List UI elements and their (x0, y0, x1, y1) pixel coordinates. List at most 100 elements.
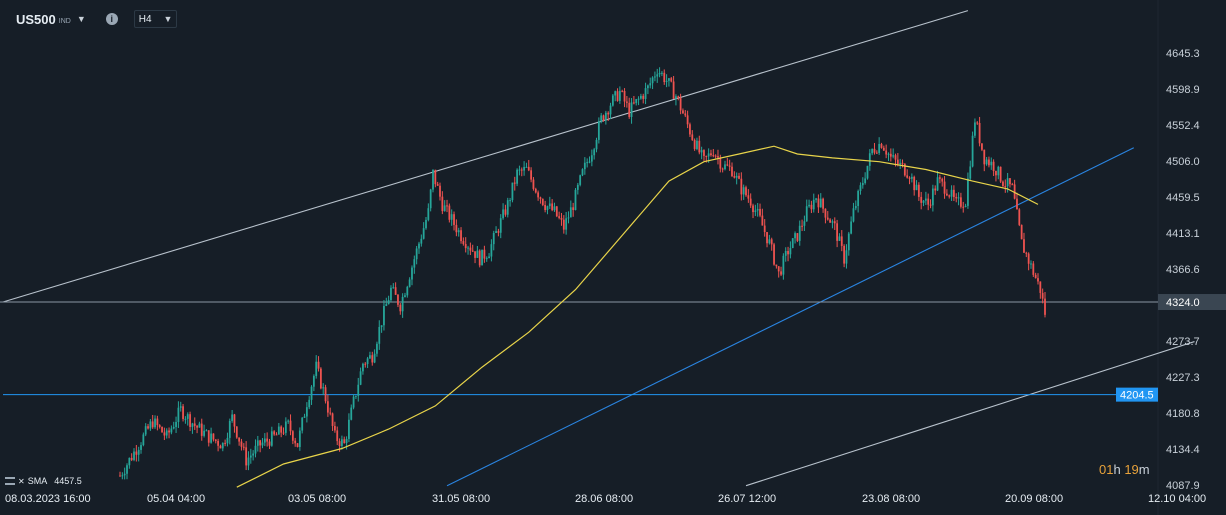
candle-body (929, 204, 932, 206)
candle-body (920, 196, 923, 203)
candle-body (326, 401, 329, 413)
sma-legend[interactable]: ✕ SMA 4457.5 (5, 476, 82, 486)
candle-body (829, 219, 832, 223)
candle-body (639, 95, 642, 99)
candle-body (604, 112, 607, 121)
candle-body (359, 371, 362, 385)
candle-body (938, 177, 941, 179)
candle-body (492, 232, 495, 245)
candle-body (990, 161, 993, 166)
candle-body (910, 176, 913, 179)
candle-body (432, 169, 434, 190)
candle-body (789, 248, 792, 255)
candle-body (887, 153, 890, 155)
candle-body (894, 155, 897, 160)
candle-body (261, 442, 264, 446)
candle-body (826, 217, 829, 220)
candle-body (623, 90, 626, 102)
candle-body (847, 233, 850, 251)
candle-body (467, 247, 469, 249)
candle-body (317, 361, 320, 369)
candle-body (280, 426, 283, 433)
candle-body (219, 445, 222, 449)
candle-body (941, 178, 944, 182)
candle-body (413, 259, 416, 268)
candle-body (177, 407, 180, 422)
candle-body (338, 441, 341, 446)
candle-body (931, 188, 934, 206)
candle-body (812, 199, 815, 210)
candle-body (441, 196, 444, 212)
countdown-hours: 01 (1099, 462, 1114, 477)
x-tick-label: 03.05 08:00 (288, 493, 346, 505)
candle-body (142, 434, 145, 446)
candle-body (981, 143, 983, 150)
candle-body (679, 98, 682, 111)
candle-body (233, 414, 236, 427)
candle-body (635, 99, 638, 104)
candle-body (228, 420, 231, 438)
candle-body (481, 249, 483, 266)
info-icon[interactable]: i (105, 13, 118, 25)
candle-body (602, 115, 605, 121)
candle-body (499, 218, 502, 233)
candle-body (810, 204, 813, 210)
candle-body (436, 184, 439, 186)
candle-body (474, 251, 476, 258)
candle-body (579, 175, 582, 185)
candle-body (443, 205, 446, 212)
candle-body (936, 177, 939, 191)
candle-body (1032, 263, 1035, 275)
candle-body (366, 358, 369, 364)
x-tick-label: 26.07 12:00 (718, 493, 776, 505)
candle-body (345, 438, 348, 444)
candle-body (672, 81, 675, 99)
candle-body (1013, 184, 1016, 199)
candle-body (726, 164, 729, 166)
candle-body (137, 449, 140, 455)
candle-body (266, 438, 269, 442)
candle-body (196, 425, 198, 428)
x-tick-label: 31.05 08:00 (432, 493, 490, 505)
candle-body (1037, 278, 1039, 282)
candle-body (995, 171, 997, 176)
candle-body (866, 165, 869, 179)
current-price-badge (1158, 294, 1226, 311)
candle-body (978, 122, 981, 144)
candle-body (544, 204, 547, 211)
candle-body (859, 185, 862, 191)
candle-body (520, 169, 523, 171)
candle-body (915, 184, 918, 191)
candle-body (509, 200, 511, 202)
candle-body (609, 105, 612, 115)
timeframe-select[interactable]: H4 ▼ (133, 10, 178, 28)
trendline-upper-channel (2, 10, 969, 303)
candle-body (625, 101, 628, 103)
candle-body (446, 205, 448, 207)
candle-body (654, 76, 656, 78)
candle-body (249, 455, 252, 458)
indicator-icon (5, 477, 15, 485)
candle-body (565, 218, 568, 230)
candle-body (756, 208, 759, 211)
candle-body (700, 150, 703, 153)
symbol-dropdown-icon[interactable]: ▼ (76, 14, 86, 24)
candle-body (714, 155, 717, 157)
close-icon[interactable]: ✕ (18, 476, 25, 486)
trendline-support (446, 147, 1135, 487)
candle-body (689, 124, 691, 135)
x-tick-label: 23.08 08:00 (862, 493, 920, 505)
candle-body (742, 187, 745, 195)
candle-body (1034, 274, 1037, 279)
symbol-name[interactable]: US500 (16, 11, 56, 27)
candle-body (298, 430, 301, 447)
candle-body (696, 140, 698, 149)
candle-body (439, 185, 441, 197)
y-tick-label: 4506.0 (1166, 156, 1200, 168)
x-tick-label: 20.09 08:00 (1005, 493, 1063, 505)
candle-body (369, 355, 371, 359)
candle-body (819, 198, 822, 208)
candle-body (934, 188, 937, 191)
